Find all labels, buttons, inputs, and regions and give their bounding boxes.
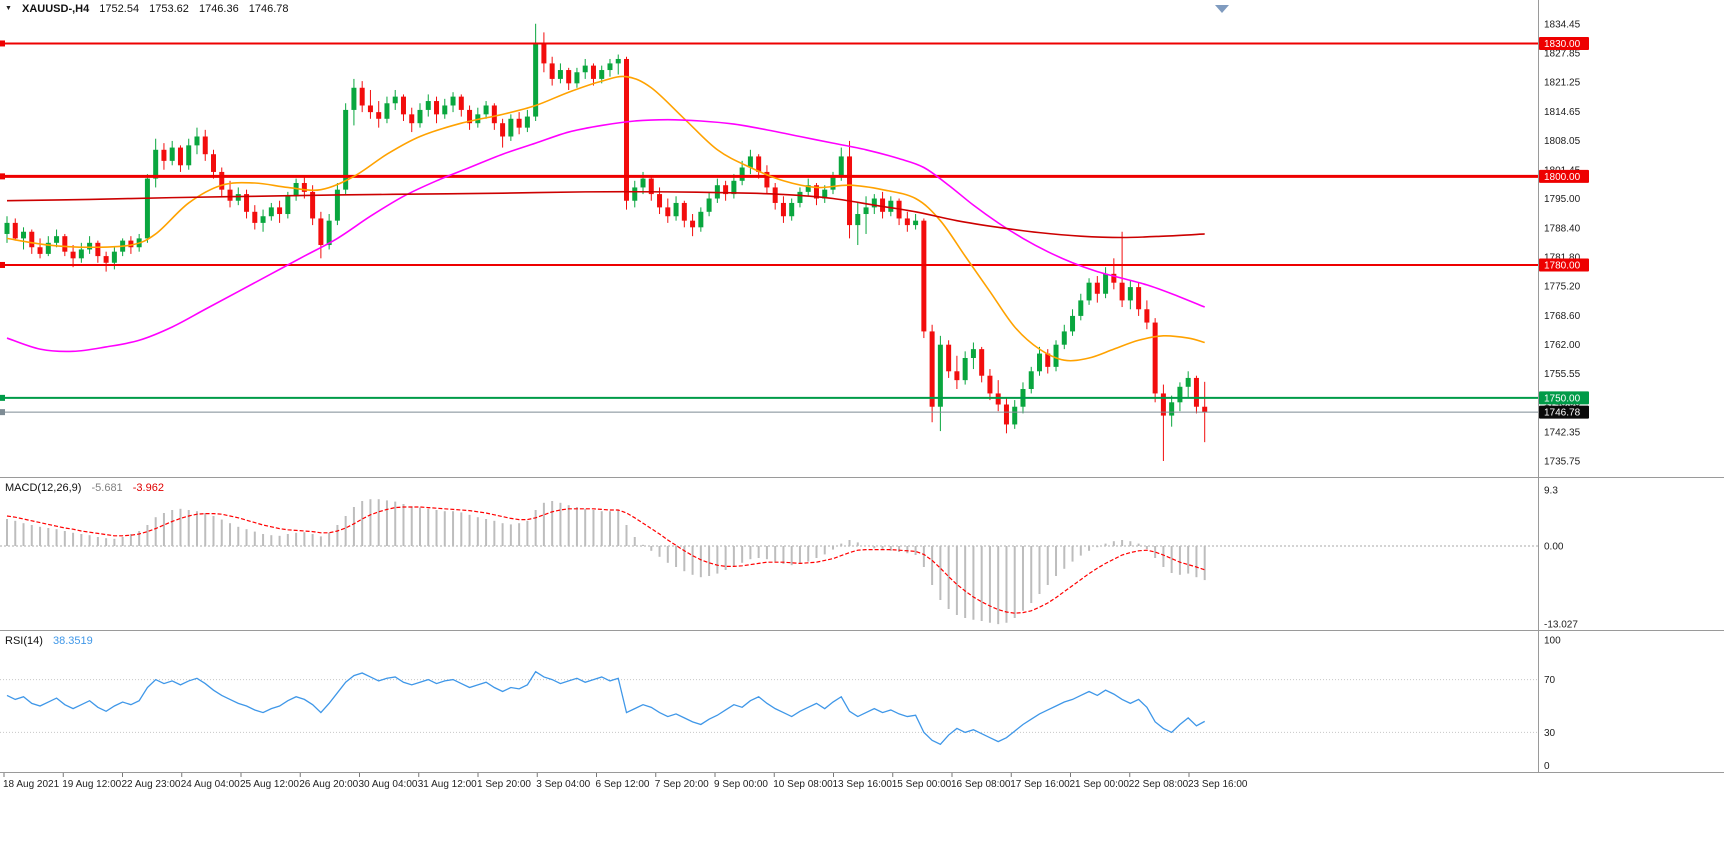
svg-text:1781.80: 1781.80 (1544, 252, 1581, 263)
price-tag-1750.00 (1539, 391, 1589, 405)
symbol-label: XAUUSD-,H4 (22, 3, 90, 15)
macd-label: MACD(12,26,9) (5, 482, 82, 494)
svg-text:6 Sep 12:00: 6 Sep 12:00 (596, 779, 650, 790)
svg-text:7 Sep 20:00: 7 Sep 20:00 (655, 779, 709, 790)
candles-layer (4, 23, 1208, 461)
macd-signal-line (6, 506, 1205, 614)
ohlc-high: 1753.62 (149, 3, 189, 15)
svg-text:1768.60: 1768.60 (1544, 311, 1581, 322)
svg-text:1821.25: 1821.25 (1544, 78, 1581, 89)
svg-text:9.3: 9.3 (1544, 486, 1558, 497)
moving-averages-layer (6, 75, 1205, 362)
rsi-header: RSI(14) 38.3519 (5, 635, 100, 647)
svg-text:1762.00: 1762.00 (1544, 340, 1581, 351)
svg-text:24 Aug 04:00: 24 Aug 04:00 (181, 779, 240, 790)
collapse-triangle-icon[interactable]: ▼ (5, 5, 12, 12)
rsi-line (6, 670, 1206, 746)
svg-text:1800.00: 1800.00 (1544, 172, 1581, 183)
ma-fast-orange (6, 75, 1205, 362)
svg-text:22 Aug 23:00: 22 Aug 23:00 (122, 779, 181, 790)
svg-text:1750.00: 1750.00 (1544, 393, 1581, 404)
rsi-label: RSI(14) (5, 635, 43, 647)
price-axis[interactable]: 1834.451827.851821.251814.651808.051801.… (1539, 19, 1589, 467)
svg-text:1827.85: 1827.85 (1544, 48, 1581, 59)
svg-text:100: 100 (1544, 636, 1561, 647)
svg-text:1755.55: 1755.55 (1544, 369, 1581, 380)
horizontal-lines-layer (0, 40, 1538, 416)
svg-text:1780.00: 1780.00 (1544, 260, 1581, 271)
svg-text:1814.65: 1814.65 (1544, 107, 1581, 118)
ohlc-low: 1746.36 (198, 3, 239, 15)
ma-mid-magenta (6, 118, 1205, 353)
rsi-value: 38.3519 (52, 635, 93, 647)
svg-text:13 Sep 16:00: 13 Sep 16:00 (833, 779, 893, 790)
svg-text:18 Aug 2021: 18 Aug 2021 (3, 779, 60, 790)
svg-text:31 Aug 12:00: 31 Aug 12:00 (418, 779, 477, 790)
svg-text:3 Sep 04:00: 3 Sep 04:00 (536, 779, 590, 790)
rsi-panel[interactable]: 100 70 30 0 (0, 636, 1561, 773)
svg-text:17 Sep 16:00: 17 Sep 16:00 (1010, 779, 1070, 790)
ohlc-close: 1746.78 (248, 3, 289, 15)
macd-panel[interactable]: 9.3 0.00 -13.027 (0, 486, 1578, 631)
svg-text:1795.00: 1795.00 (1544, 194, 1581, 205)
macd-header: MACD(12,26,9) -5.681 -3.962 (5, 482, 171, 494)
svg-text:22 Sep 08:00: 22 Sep 08:00 (1129, 779, 1189, 790)
svg-text:1788.40: 1788.40 (1544, 223, 1581, 234)
ma-slow-red (6, 190, 1205, 239)
svg-text:1775.20: 1775.20 (1544, 282, 1581, 293)
svg-text:1746.78: 1746.78 (1544, 408, 1581, 419)
svg-text:1 Sep 20:00: 1 Sep 20:00 (477, 779, 531, 790)
svg-text:30 Aug 04:00: 30 Aug 04:00 (359, 779, 418, 790)
svg-text:9 Sep 00:00: 9 Sep 00:00 (714, 779, 768, 790)
symbol-ohlc-header: ▼ XAUUSD-,H4 1752.54 1753.62 1746.36 174… (5, 3, 296, 15)
svg-text:1735.75: 1735.75 (1544, 456, 1581, 467)
svg-text:0.00: 0.00 (1544, 542, 1564, 553)
svg-text:23 Sep 16:00: 23 Sep 16:00 (1188, 779, 1248, 790)
svg-text:10 Sep 08:00: 10 Sep 08:00 (773, 779, 833, 790)
price-tag-1780.00 (1539, 258, 1589, 272)
svg-text:21 Sep 00:00: 21 Sep 00:00 (1070, 779, 1130, 790)
svg-text:1808.05: 1808.05 (1544, 136, 1581, 147)
svg-text:70: 70 (1544, 675, 1556, 686)
time-axis[interactable]: 18 Aug 2021 19 Aug 12:00 22 Aug 23:00 24 Au… (3, 773, 1248, 790)
svg-text:19 Aug 12:00: 19 Aug 12:00 (62, 779, 121, 790)
price-tag-1800.00 (1539, 169, 1589, 183)
svg-text:1830.00: 1830.00 (1544, 39, 1581, 50)
svg-text:16 Sep 08:00: 16 Sep 08:00 (951, 779, 1011, 790)
ohlc-open: 1752.54 (99, 3, 140, 15)
macd-signal-value: -3.962 (132, 482, 164, 494)
svg-text:1742.35: 1742.35 (1544, 427, 1581, 438)
chart-shift-marker-icon[interactable] (1215, 5, 1229, 13)
svg-text:-13.027: -13.027 (1544, 620, 1578, 631)
panel-separators (0, 0, 1724, 773)
svg-text:25 Aug 12:00: 25 Aug 12:00 (240, 779, 299, 790)
svg-text:0: 0 (1544, 761, 1550, 772)
svg-text:1834.45: 1834.45 (1544, 19, 1581, 30)
svg-text:15 Sep 00:00: 15 Sep 00:00 (892, 779, 952, 790)
price-tag-1746.78 (1539, 405, 1589, 419)
macd-main-value: -5.681 (91, 482, 123, 494)
svg-text:26 Aug 20:00: 26 Aug 20:00 (299, 779, 358, 790)
svg-text:30: 30 (1544, 728, 1556, 739)
price-tag-1830.00 (1539, 36, 1589, 50)
